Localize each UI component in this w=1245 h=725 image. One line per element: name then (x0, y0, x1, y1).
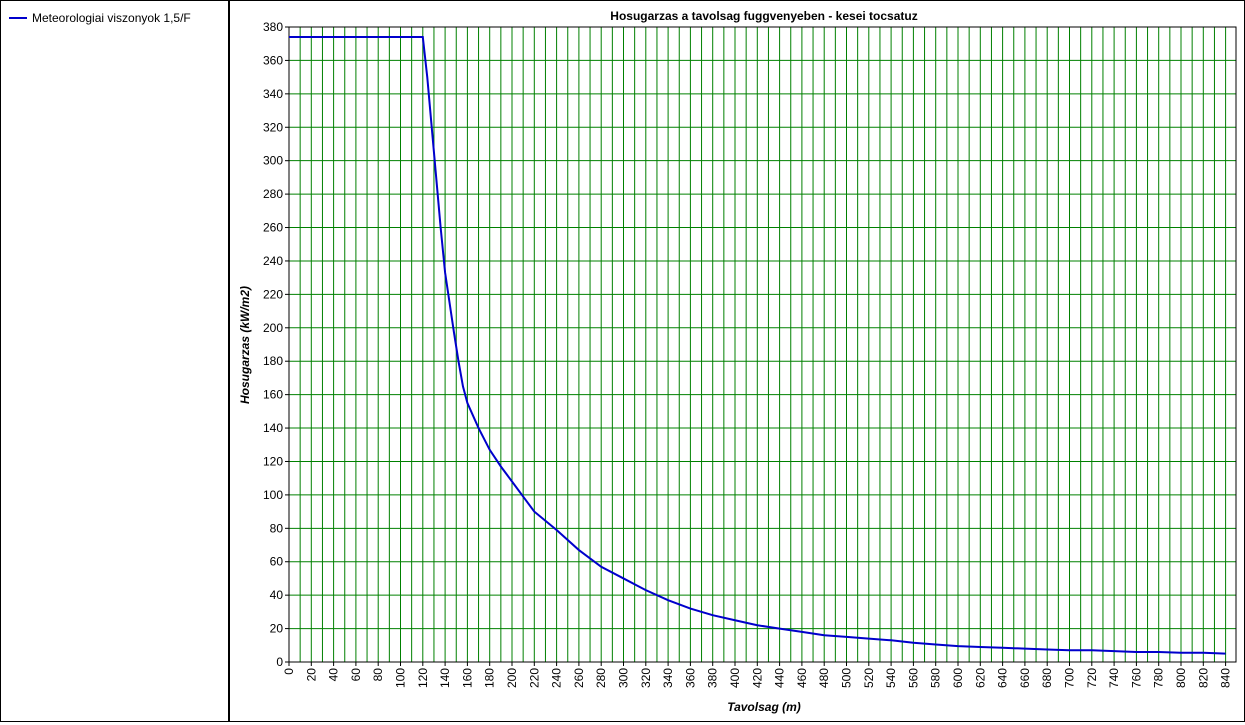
x-tick-label: 420 (750, 668, 764, 688)
x-tick-label: 360 (683, 668, 697, 688)
x-tick-label: 640 (996, 668, 1010, 688)
y-tick-label: 180 (263, 354, 283, 368)
x-tick-label: 100 (394, 668, 408, 688)
x-tick-label: 60 (349, 668, 363, 682)
x-axis-label: Tavolsag (m) (727, 700, 801, 714)
y-tick-label: 20 (270, 622, 284, 636)
y-tick-label: 300 (263, 154, 283, 168)
x-tick-label: 80 (371, 668, 385, 682)
y-tick-label: 360 (263, 53, 283, 67)
x-tick-label: 580 (929, 668, 943, 688)
x-tick-label: 840 (1219, 668, 1233, 688)
x-tick-label: 540 (884, 668, 898, 688)
y-tick-label: 260 (263, 221, 283, 235)
x-tick-label: 20 (304, 668, 318, 682)
x-tick-label: 320 (639, 668, 653, 688)
y-tick-label: 240 (263, 254, 283, 268)
x-tick-label: 340 (661, 668, 675, 688)
x-tick-label: 560 (906, 668, 920, 688)
x-tick-label: 780 (1152, 668, 1166, 688)
x-tick-label: 760 (1129, 668, 1143, 688)
x-tick-label: 140 (438, 668, 452, 688)
x-tick-label: 200 (505, 668, 519, 688)
x-tick-label: 480 (817, 668, 831, 688)
x-tick-label: 240 (550, 668, 564, 688)
y-tick-label: 280 (263, 187, 283, 201)
y-tick-label: 120 (263, 454, 283, 468)
y-tick-label: 80 (270, 521, 284, 535)
y-tick-label: 200 (263, 321, 283, 335)
y-tick-label: 140 (263, 421, 283, 435)
x-tick-label: 180 (483, 668, 497, 688)
y-axis-label: Hosugarzas (kW/m2) (238, 286, 252, 404)
plot-area-border (288, 26, 1237, 663)
x-tick-label: 160 (460, 668, 474, 688)
y-axis-ticks: 0 20 40 60 80 100 120 140 160 180 200 220 240 260 280 3… (263, 20, 289, 669)
series-line (289, 36, 1226, 655)
x-axis-ticks: 0 20 40 60 80 100 120 140 160 180 200 220 240 260 280 3… (282, 662, 1233, 688)
x-tick-label: 660 (1018, 668, 1032, 688)
x-tick-label: 40 (327, 668, 341, 682)
x-tick-label: 300 (617, 668, 631, 688)
y-tick-label: 220 (263, 287, 283, 301)
x-tick-label: 740 (1107, 668, 1121, 688)
x-tick-label: 440 (773, 668, 787, 688)
series-group (289, 36, 1226, 655)
x-tick-label: 400 (728, 668, 742, 688)
grid (289, 27, 1236, 662)
x-tick-label: 280 (594, 668, 608, 688)
x-tick-label: 260 (572, 668, 586, 688)
x-tick-label: 220 (527, 668, 541, 688)
x-tick-label: 460 (795, 668, 809, 688)
line-chart: Hosugarzas a tavolsag fuggvenyeben - kes… (238, 9, 1237, 714)
y-tick-label: 340 (263, 87, 283, 101)
y-tick-label: 160 (263, 388, 283, 402)
y-tick-label: 40 (270, 588, 284, 602)
y-tick-label: 0 (276, 655, 283, 669)
x-tick-label: 820 (1196, 668, 1210, 688)
x-tick-label: 800 (1174, 668, 1188, 688)
legend-swatch (9, 17, 27, 19)
chart-title: Hosugarzas a tavolsag fuggvenyeben - kes… (610, 9, 917, 23)
legend-label: Meteorologiai viszonyok 1,5/F (32, 11, 191, 25)
y-tick-label: 60 (270, 555, 284, 569)
y-tick-label: 320 (263, 120, 283, 134)
y-tick-label: 100 (263, 488, 283, 502)
x-tick-label: 680 (1040, 668, 1054, 688)
x-tick-label: 500 (840, 668, 854, 688)
chart-area: Hosugarzas a tavolsag fuggvenyeben - kes… (229, 0, 1243, 720)
x-tick-label: 520 (862, 668, 876, 688)
x-tick-label: 720 (1085, 668, 1099, 688)
legend-panel: Meteorologiai viszonyok 1,5/F (1, 1, 230, 721)
x-tick-label: 0 (282, 668, 296, 675)
x-tick-label: 620 (973, 668, 987, 688)
x-tick-label: 600 (951, 668, 965, 688)
y-tick-label: 380 (263, 20, 283, 34)
legend-item[interactable]: Meteorologiai viszonyok 1,5/F (9, 11, 191, 25)
x-tick-label: 120 (416, 668, 430, 688)
x-tick-label: 380 (706, 668, 720, 688)
x-tick-label: 700 (1063, 668, 1077, 688)
